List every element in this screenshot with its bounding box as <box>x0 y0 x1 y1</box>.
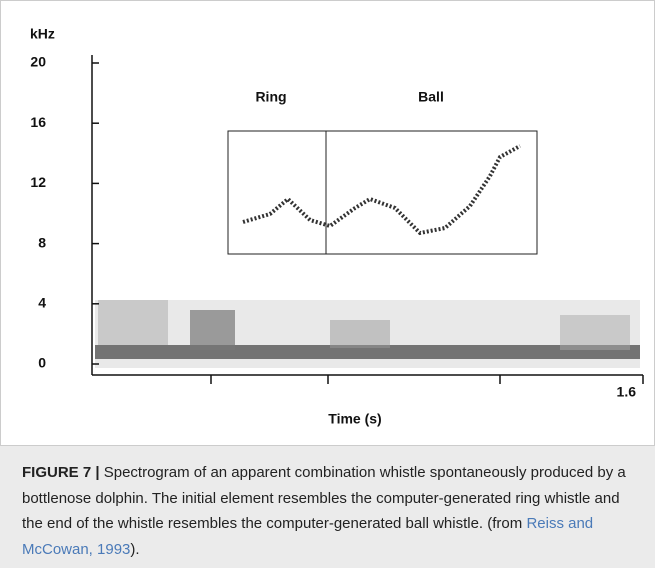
y-tick-label: 12 <box>30 174 46 190</box>
annotation: Ring <box>255 89 286 105</box>
ball-box <box>325 130 538 255</box>
caption-end: ). <box>130 540 140 558</box>
citation-link[interactable]: Reiss and McCowan, 1993 <box>22 515 594 558</box>
figure-graphic: kHz 1.6 Time (s) Ring Ball 20 16 12 8 4 0 <box>0 0 655 446</box>
y-tick-label: 0 <box>38 355 46 371</box>
burst <box>330 320 390 348</box>
y-unit: kHz <box>30 26 55 42</box>
burst <box>98 300 168 345</box>
x-end-label: 1.6 <box>617 384 637 400</box>
y-tick-label: 20 <box>30 54 46 70</box>
caption-label: FIGURE 7 <box>22 464 92 481</box>
y-tick-label: 8 <box>38 234 46 250</box>
annotation: Ball <box>418 89 444 105</box>
whistle-contour <box>242 144 521 236</box>
burst <box>190 310 235 350</box>
caption-text: Spectrogram of an apparent combination w… <box>22 464 626 532</box>
y-tick-label: 4 <box>38 295 46 311</box>
caption-separator: | <box>95 464 100 481</box>
caption: FIGURE 7 | Spectrogram of an apparent co… <box>0 446 655 568</box>
burst <box>560 315 630 350</box>
spectrogram <box>95 144 640 368</box>
x-label: Time (s) <box>328 411 381 427</box>
figure-border <box>0 0 655 446</box>
y-tick-label: 16 <box>30 114 46 130</box>
